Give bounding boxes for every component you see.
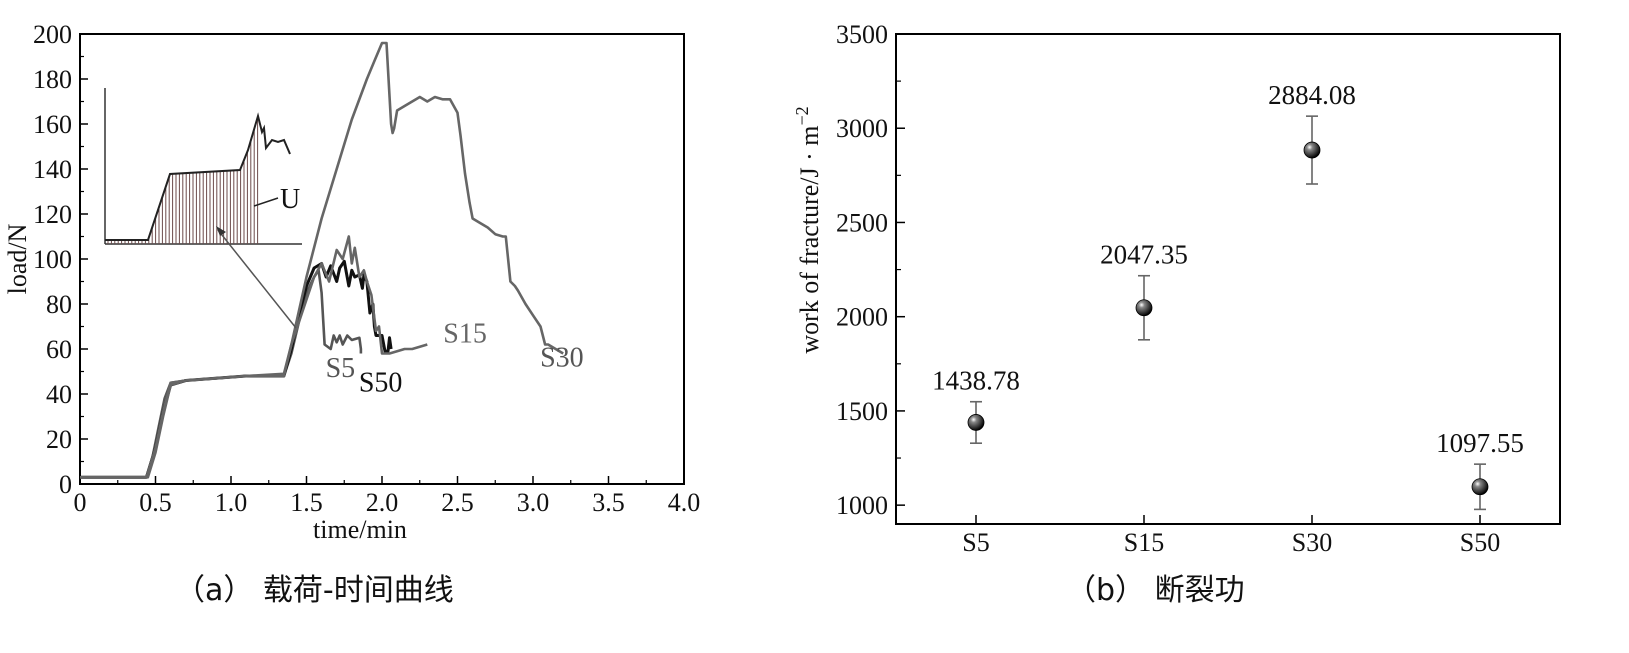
- inset-leader-line: [217, 229, 297, 329]
- panel-a-x-tick-label: 2.5: [441, 488, 474, 517]
- panel-a-x-tick-label: 1.0: [215, 488, 248, 517]
- panel-b-work-of-fracture-chart: 1000 1500 2000 2500 3000 3500 S5 S15 S30 S50 1438…: [792, 20, 1561, 608]
- panel-a-y-tick-label: 20: [46, 425, 72, 454]
- inset-schematic: U: [104, 88, 302, 329]
- panel-a-y-tick-label: 180: [33, 65, 72, 94]
- panel-b-y-tick-label: 2000: [836, 303, 888, 332]
- inset-u-label: U: [280, 184, 300, 215]
- data-point-s5: [967, 414, 985, 431]
- inset-curve: [105, 112, 291, 241]
- inset-u-pointer: [253, 197, 279, 207]
- panel-b-plot-frame: [895, 33, 1561, 525]
- panel-b-category-label: S50: [1460, 528, 1500, 557]
- series-label-s50: S50: [359, 368, 403, 399]
- panel-b-y-axis-title: work of fracture/J · m−2: [792, 106, 824, 353]
- panel-b-caption: （b） 断裂功: [1066, 573, 1245, 608]
- panel-a-x-tick-label: 4.0: [668, 488, 701, 517]
- panel-b-points: 1438.78 2047.35 2884.08 1097.55: [932, 80, 1524, 511]
- panel-a-y-tick-label: 100: [33, 245, 72, 274]
- panel-a-x-tick-label: 3.5: [592, 488, 625, 517]
- panel-a-y-tick-label: 60: [46, 335, 72, 364]
- panel-a-y-tick-label: 120: [33, 200, 72, 229]
- panel-a-caption: （a） 载荷-时间曲线: [175, 573, 454, 608]
- panel-a-y-tick-label: 200: [33, 20, 72, 49]
- panel-a-y-tick-label: 40: [46, 380, 72, 409]
- data-value-label: 2047.35: [1100, 240, 1188, 270]
- panel-a-y-tick-label: 160: [33, 110, 72, 139]
- panel-b-category-label: S5: [962, 528, 989, 557]
- panel-a-x-tick-label: 2.0: [366, 488, 399, 517]
- panel-a-x-axis-title: time/min: [313, 515, 407, 544]
- panel-b-category-label: S30: [1292, 528, 1332, 557]
- panel-a-ticks: 0 0.5 1.0 1.5 2.0 2.5 3.0 3.5 4.0 0 20 40 60 80 100 120…: [33, 20, 700, 517]
- panel-a-x-tick-label: 0: [74, 488, 87, 517]
- panel-a-x-tick-label: 3.0: [517, 488, 550, 517]
- data-value-label: 2884.08: [1268, 80, 1356, 110]
- panel-b-ticks: 1000 1500 2000 2500 3000 3500 S5 S15 S30 S50: [836, 20, 1500, 557]
- data-point-s50: [1471, 478, 1489, 496]
- panel-a-plot-frame: [79, 33, 685, 485]
- inset-hatch-area: [107, 117, 259, 244]
- panel-a-y-tick-label: 0: [59, 470, 72, 499]
- data-point-s30: [1303, 141, 1321, 159]
- series-label-s15: S15: [443, 319, 487, 350]
- panel-b-y-tick-label: 1500: [836, 397, 888, 426]
- panel-a-x-tick-label: 0.5: [139, 488, 172, 517]
- panel-a-x-tick-label: 1.5: [290, 488, 323, 517]
- series-label-s5: S5: [326, 353, 356, 384]
- data-value-label: 1097.55: [1436, 428, 1524, 458]
- data-value-label: 1438.78: [932, 366, 1020, 396]
- panel-b-y-tick-label: 2500: [836, 208, 888, 237]
- inset-leader-arrow-icon: [216, 226, 226, 236]
- series-line-s30: [80, 41, 564, 479]
- series-label-s30: S30: [540, 343, 584, 374]
- data-point-s15: [1135, 299, 1153, 317]
- panel-b-y-tick-label: 1000: [836, 491, 888, 520]
- panel-b-y-tick-label: 3500: [836, 20, 888, 49]
- panel-b-y-tick-label: 3000: [836, 114, 888, 143]
- panel-a-load-time-chart: 0 0.5 1.0 1.5 2.0 2.5 3.0 3.5 4.0 0 20 40 60 80 100 120…: [3, 20, 700, 608]
- panel-a-y-tick-label: 80: [46, 290, 72, 319]
- panel-b-category-label: S15: [1124, 528, 1164, 557]
- series-line-s5: [80, 268, 363, 479]
- panel-a-series: S5 S50 S15 S30: [80, 41, 584, 479]
- panel-a-y-tick-label: 140: [33, 155, 72, 184]
- series-line-s15: [80, 235, 428, 479]
- panel-a-y-axis-title: load/N: [3, 223, 32, 294]
